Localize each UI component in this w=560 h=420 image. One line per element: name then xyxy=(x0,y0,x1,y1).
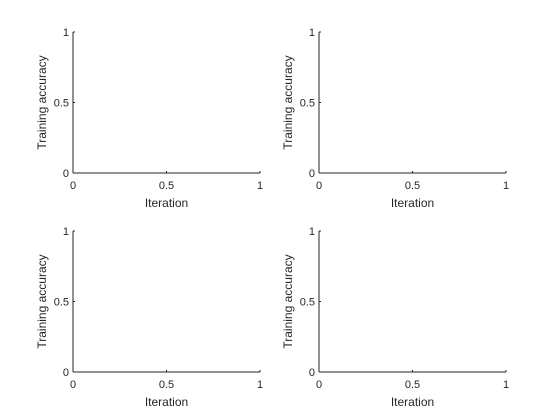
y-tick-label: 1 xyxy=(63,226,69,238)
x-tick-label: 0.5 xyxy=(405,180,420,192)
y-tick-label: 0.5 xyxy=(54,297,69,309)
y-tick-label: 1 xyxy=(309,226,315,238)
x-tick-label: 0 xyxy=(70,379,76,391)
y-tick-label: 0.5 xyxy=(300,297,315,309)
y-tick-label: 0 xyxy=(63,168,69,180)
subplot-top-left: 0 0.5 1 0 0.5 1 Iteration Training accuracy xyxy=(35,27,263,210)
y-tick-label: 0.5 xyxy=(54,98,69,110)
x-tick-label: 0.5 xyxy=(405,379,420,391)
x-axis-label: Iteration xyxy=(391,395,434,409)
x-tick-label: 0.5 xyxy=(159,379,174,391)
y-axis-label: Training accuracy xyxy=(281,254,295,348)
x-axis-label: Iteration xyxy=(391,196,434,210)
y-tick-label: 0 xyxy=(309,168,315,180)
x-tick-label: 0 xyxy=(316,180,322,192)
y-axis-label: Training accuracy xyxy=(35,55,49,149)
y-tick-label: 0 xyxy=(63,367,69,379)
y-axis-label: Training accuracy xyxy=(35,254,49,348)
y-tick-label: 1 xyxy=(63,27,69,39)
y-axis-label: Training accuracy xyxy=(281,55,295,149)
y-tick-label: 0 xyxy=(309,367,315,379)
x-tick-label: 1 xyxy=(503,180,509,192)
y-tick-label: 0.5 xyxy=(300,98,315,110)
subplot-bottom-left: 0 0.5 1 0 0.5 1 Iteration Training accuracy xyxy=(35,226,263,409)
x-tick-label: 0.5 xyxy=(159,180,174,192)
x-tick-label: 1 xyxy=(503,379,509,391)
x-tick-label: 1 xyxy=(257,379,263,391)
subplot-bottom-right: 0 0.5 1 0 0.5 1 Iteration Training accuracy xyxy=(281,226,509,409)
x-tick-label: 0 xyxy=(316,379,322,391)
x-tick-label: 0 xyxy=(70,180,76,192)
x-axis-label: Iteration xyxy=(145,196,188,210)
y-tick-label: 1 xyxy=(309,27,315,39)
x-tick-label: 1 xyxy=(257,180,263,192)
x-axis-label: Iteration xyxy=(145,395,188,409)
subplot-top-right: 0 0.5 1 0 0.5 1 Iteration Training accuracy xyxy=(281,27,509,210)
